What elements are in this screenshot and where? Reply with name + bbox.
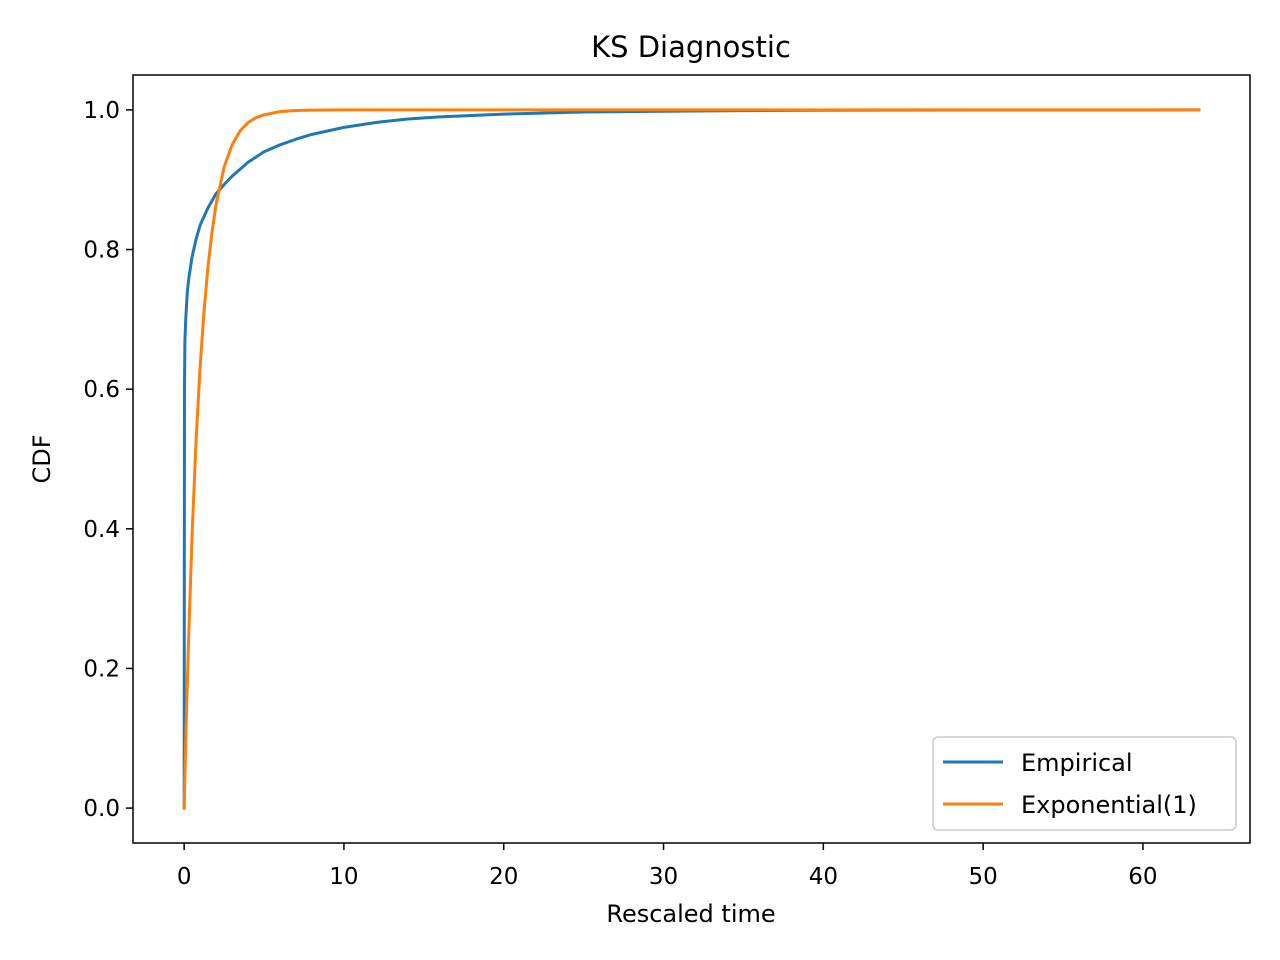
x-tick-label: 0 <box>177 864 192 890</box>
series-line-1 <box>182 108 1201 810</box>
x-tick-label: 40 <box>809 864 838 890</box>
x-tick-label: 20 <box>489 864 518 890</box>
x-tick-label: 30 <box>649 864 678 890</box>
x-tick-label: 60 <box>1128 864 1157 890</box>
legend-label-0: Empirical <box>1021 749 1133 777</box>
y-tick-label: 0.6 <box>83 377 120 403</box>
chart-title: KS Diagnostic <box>591 30 791 64</box>
legend-box <box>932 736 1237 831</box>
x-axis-label: Rescaled time <box>606 900 775 928</box>
legend-label-1: Exponential(1) <box>1021 791 1197 819</box>
x-tick-label: 10 <box>329 864 358 890</box>
x-tick-label: 50 <box>968 864 997 890</box>
plot-lines <box>182 108 1201 810</box>
y-tick-label: 0.4 <box>83 517 120 543</box>
x-axis-ticks: 0 10 20 30 40 50 60 <box>177 843 1158 890</box>
y-tick-label: 0.2 <box>83 656 120 682</box>
y-axis-label: CDF <box>28 434 56 483</box>
y-axis-ticks: 0.0 0.2 0.4 0.6 0.8 1.0 <box>83 98 133 822</box>
y-tick-label: 0.0 <box>83 796 120 822</box>
legend: Empirical Exponential(1) <box>932 736 1237 831</box>
y-tick-label: 1.0 <box>83 98 120 124</box>
y-tick-label: 0.8 <box>83 238 120 264</box>
series-line-0 <box>182 108 1201 810</box>
plot-frame <box>132 74 1251 844</box>
